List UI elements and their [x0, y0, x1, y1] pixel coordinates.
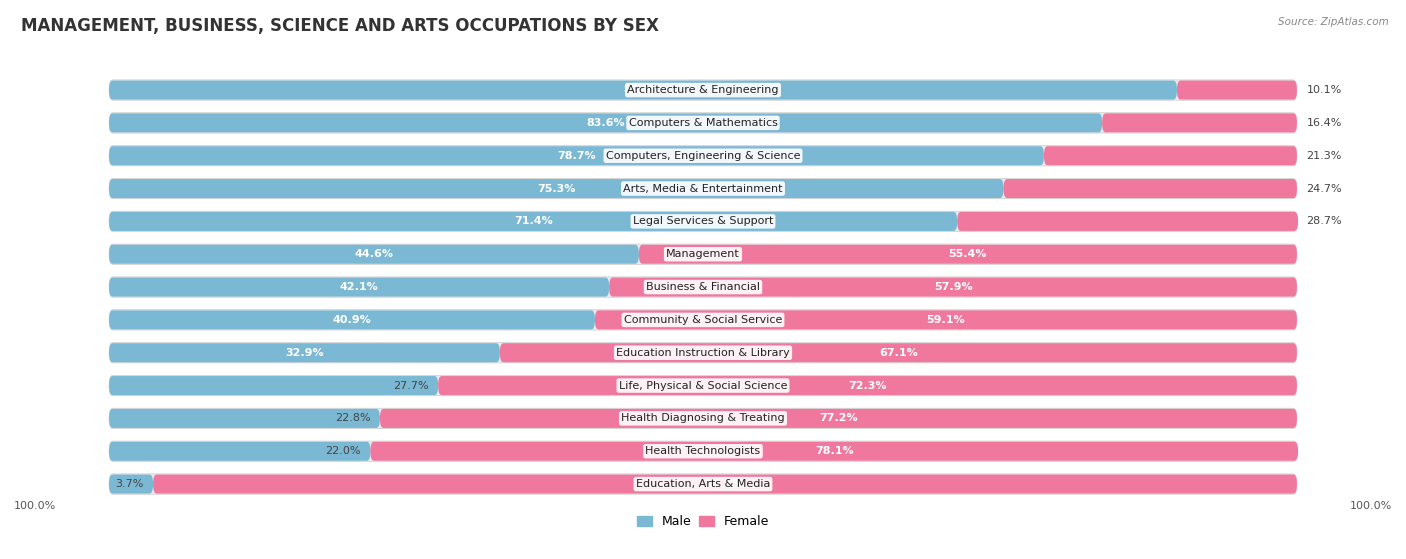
Text: 89.9%: 89.9% — [624, 85, 662, 95]
Text: 72.3%: 72.3% — [848, 381, 887, 391]
FancyBboxPatch shape — [110, 80, 1296, 100]
Text: 22.8%: 22.8% — [335, 414, 370, 423]
FancyBboxPatch shape — [110, 244, 1296, 264]
Text: 28.7%: 28.7% — [1306, 216, 1343, 226]
FancyBboxPatch shape — [380, 409, 1296, 428]
FancyBboxPatch shape — [110, 277, 609, 297]
FancyBboxPatch shape — [110, 245, 638, 264]
Text: Source: ZipAtlas.com: Source: ZipAtlas.com — [1278, 17, 1389, 27]
Text: 57.9%: 57.9% — [934, 282, 973, 292]
Text: 55.4%: 55.4% — [949, 249, 987, 259]
Text: Education Instruction & Library: Education Instruction & Library — [616, 348, 790, 358]
FancyBboxPatch shape — [153, 475, 1296, 494]
FancyBboxPatch shape — [110, 145, 1296, 166]
Text: Management: Management — [666, 249, 740, 259]
FancyBboxPatch shape — [1102, 113, 1296, 132]
FancyBboxPatch shape — [110, 442, 370, 461]
Text: 16.4%: 16.4% — [1306, 118, 1341, 128]
Text: Health Diagnosing & Treating: Health Diagnosing & Treating — [621, 414, 785, 423]
Text: 71.4%: 71.4% — [513, 216, 553, 226]
FancyBboxPatch shape — [1177, 80, 1296, 100]
FancyBboxPatch shape — [110, 310, 1296, 330]
Text: Education, Arts & Media: Education, Arts & Media — [636, 479, 770, 489]
FancyBboxPatch shape — [110, 409, 380, 428]
FancyBboxPatch shape — [110, 474, 1296, 494]
Text: 42.1%: 42.1% — [340, 282, 378, 292]
FancyBboxPatch shape — [110, 113, 1296, 133]
Text: 3.7%: 3.7% — [115, 479, 143, 489]
FancyBboxPatch shape — [439, 376, 1296, 395]
Text: Community & Social Service: Community & Social Service — [624, 315, 782, 325]
FancyBboxPatch shape — [609, 277, 1296, 297]
FancyBboxPatch shape — [595, 310, 1296, 329]
Text: 78.7%: 78.7% — [557, 151, 596, 161]
Text: Arts, Media & Entertainment: Arts, Media & Entertainment — [623, 183, 783, 193]
Text: 27.7%: 27.7% — [394, 381, 429, 391]
Text: 40.9%: 40.9% — [333, 315, 371, 325]
FancyBboxPatch shape — [110, 376, 1296, 396]
FancyBboxPatch shape — [1043, 146, 1296, 165]
FancyBboxPatch shape — [110, 343, 1296, 363]
Text: 59.1%: 59.1% — [927, 315, 966, 325]
Text: 100.0%: 100.0% — [14, 501, 56, 511]
FancyBboxPatch shape — [110, 212, 957, 231]
Text: 10.1%: 10.1% — [1306, 85, 1341, 95]
FancyBboxPatch shape — [110, 179, 1004, 198]
FancyBboxPatch shape — [957, 212, 1298, 231]
Text: 24.7%: 24.7% — [1306, 183, 1343, 193]
FancyBboxPatch shape — [110, 475, 153, 494]
FancyBboxPatch shape — [110, 211, 1296, 231]
Text: Legal Services & Support: Legal Services & Support — [633, 216, 773, 226]
FancyBboxPatch shape — [110, 376, 439, 395]
Text: 100.0%: 100.0% — [1350, 501, 1392, 511]
Text: 78.1%: 78.1% — [815, 446, 853, 456]
FancyBboxPatch shape — [110, 178, 1296, 199]
Text: 67.1%: 67.1% — [879, 348, 918, 358]
Text: 44.6%: 44.6% — [354, 249, 394, 259]
Text: 83.6%: 83.6% — [586, 118, 624, 128]
FancyBboxPatch shape — [370, 442, 1298, 461]
Text: 21.3%: 21.3% — [1306, 151, 1341, 161]
Text: 96.3%: 96.3% — [706, 479, 744, 489]
FancyBboxPatch shape — [110, 343, 501, 362]
FancyBboxPatch shape — [110, 408, 1296, 429]
FancyBboxPatch shape — [110, 310, 595, 329]
Text: Architecture & Engineering: Architecture & Engineering — [627, 85, 779, 95]
FancyBboxPatch shape — [110, 113, 1102, 132]
Text: 22.0%: 22.0% — [325, 446, 361, 456]
FancyBboxPatch shape — [1004, 179, 1296, 198]
FancyBboxPatch shape — [110, 80, 1177, 100]
Text: Business & Financial: Business & Financial — [645, 282, 761, 292]
FancyBboxPatch shape — [110, 146, 1043, 165]
Legend: Male, Female: Male, Female — [631, 510, 775, 533]
Text: Health Technologists: Health Technologists — [645, 446, 761, 456]
FancyBboxPatch shape — [110, 441, 1296, 461]
Text: 32.9%: 32.9% — [285, 348, 323, 358]
Text: 77.2%: 77.2% — [820, 414, 858, 423]
Text: Computers & Mathematics: Computers & Mathematics — [628, 118, 778, 128]
Text: 75.3%: 75.3% — [537, 183, 575, 193]
Text: Life, Physical & Social Science: Life, Physical & Social Science — [619, 381, 787, 391]
FancyBboxPatch shape — [501, 343, 1296, 362]
FancyBboxPatch shape — [638, 245, 1296, 264]
FancyBboxPatch shape — [110, 277, 1296, 297]
Text: MANAGEMENT, BUSINESS, SCIENCE AND ARTS OCCUPATIONS BY SEX: MANAGEMENT, BUSINESS, SCIENCE AND ARTS O… — [21, 17, 659, 35]
Text: Computers, Engineering & Science: Computers, Engineering & Science — [606, 151, 800, 161]
